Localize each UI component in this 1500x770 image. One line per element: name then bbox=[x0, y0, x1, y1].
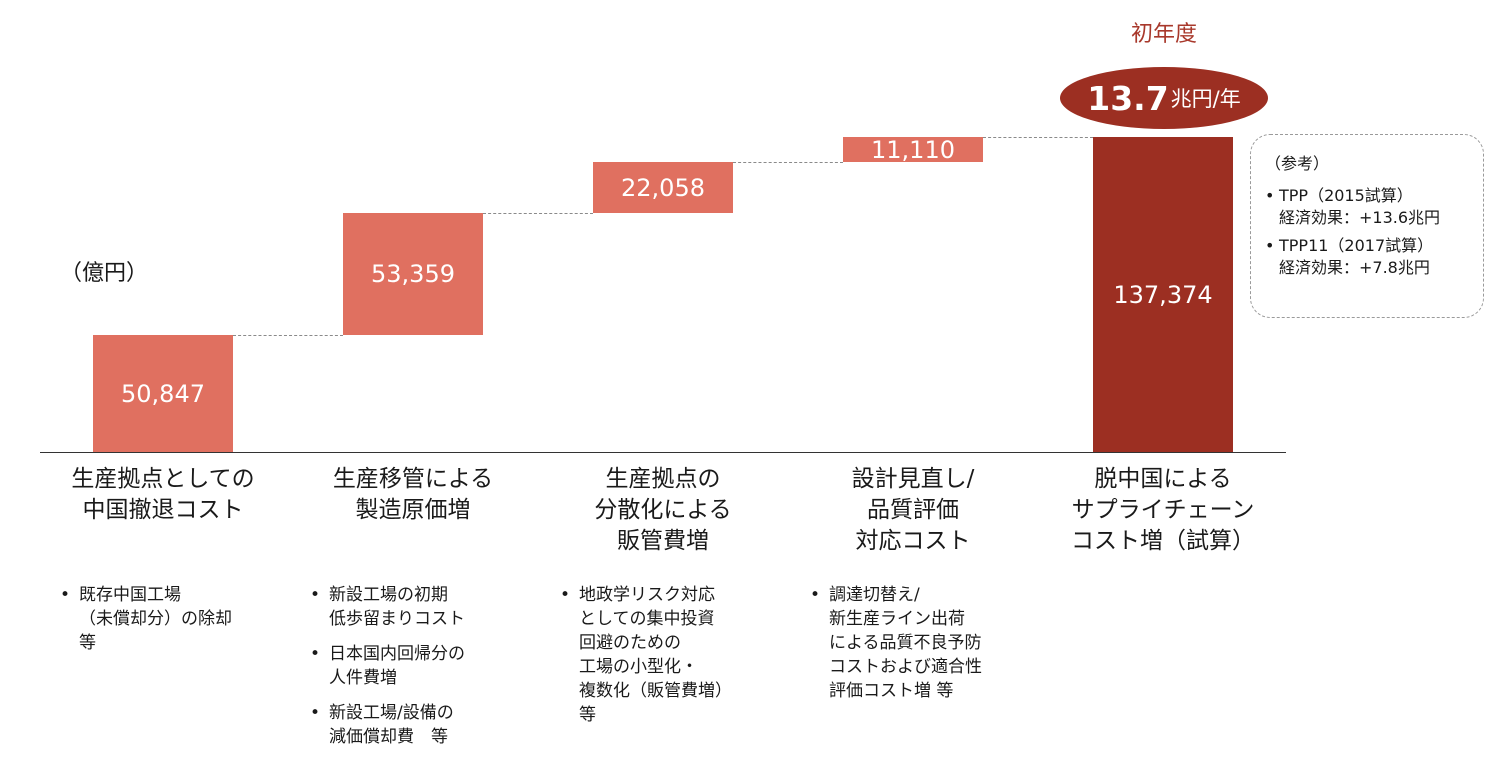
note-list: 既存中国工場 （未償却分）の除却 等 bbox=[60, 583, 232, 666]
note-list: 調達切替え/ 新生産ライン出荷 による品質不良予防 コストおよび適合性 評価コス… bbox=[810, 583, 982, 714]
note-item: 調達切替え/ 新生産ライン出荷 による品質不良予防 コストおよび適合性 評価コス… bbox=[810, 583, 982, 703]
increment-bar: 50,847 bbox=[93, 335, 233, 452]
reference-box: （参考） TPP（2015試算） 経済効果：+13.6兆円 TPP11（2017… bbox=[1250, 134, 1484, 318]
connector-line bbox=[983, 137, 1093, 138]
unit-label: （億円） bbox=[60, 261, 149, 286]
bar-value-label: 53,359 bbox=[371, 260, 455, 289]
connector-line bbox=[483, 213, 593, 215]
total-value: 13.7 bbox=[1087, 78, 1169, 118]
note-list: 地政学リスク対応 としての集中投資 回避のための 工場の小型化・ 複数化（販管費… bbox=[560, 583, 732, 738]
bar-value-label: 137,374 bbox=[1113, 280, 1213, 309]
total-period-label: 初年度 bbox=[1130, 22, 1197, 47]
reference-title: （参考） bbox=[1265, 154, 1330, 173]
category-label: 脱中国による サプライチェーン コスト増（試算） bbox=[1071, 466, 1255, 554]
note-item: 既存中国工場 （未償却分）の除却 等 bbox=[60, 583, 232, 655]
category-label: 生産拠点の 分散化による 販管費増 bbox=[594, 466, 732, 554]
total-oval: 13.7 兆円/年 bbox=[1060, 67, 1268, 129]
category-label: 生産移管による 製造原価増 bbox=[332, 466, 494, 523]
note-item: 新設工場/設備の 減価償却費 等 bbox=[310, 701, 465, 749]
category-label: 生産拠点としての 中国撤退コスト bbox=[71, 466, 255, 523]
total-bar: 137,374 bbox=[1093, 137, 1233, 452]
note-item: 地政学リスク対応 としての集中投資 回避のための 工場の小型化・ 複数化（販管費… bbox=[560, 583, 732, 727]
connector-line bbox=[233, 335, 343, 337]
category-label: 設計見直し/ 品質評価 対応コスト bbox=[851, 466, 975, 554]
note-item: 新設工場の初期 低歩留まりコスト bbox=[310, 583, 465, 631]
increment-bar: 53,359 bbox=[343, 213, 483, 336]
note-item: 日本国内回帰分の 人件費増 bbox=[310, 642, 465, 690]
baseline bbox=[40, 452, 1286, 453]
total-unit: 兆円/年 bbox=[1170, 87, 1241, 111]
connector-line bbox=[733, 162, 843, 164]
bar-value-label: 11,110 bbox=[871, 135, 955, 164]
increment-bar: 22,058 bbox=[593, 162, 733, 214]
reference-item: TPP（2015試算） 経済効果：+13.6兆円 bbox=[1265, 185, 1483, 229]
bar-value-label: 50,847 bbox=[121, 379, 205, 408]
increment-bar: 11,110 bbox=[843, 135, 983, 164]
reference-item: TPP11（2017試算） 経済効果：+7.8兆円 bbox=[1265, 235, 1483, 279]
bar-value-label: 22,058 bbox=[621, 173, 705, 202]
note-list: 新設工場の初期 低歩留まりコスト日本国内回帰分の 人件費増新設工場/設備の 減価… bbox=[310, 583, 465, 760]
